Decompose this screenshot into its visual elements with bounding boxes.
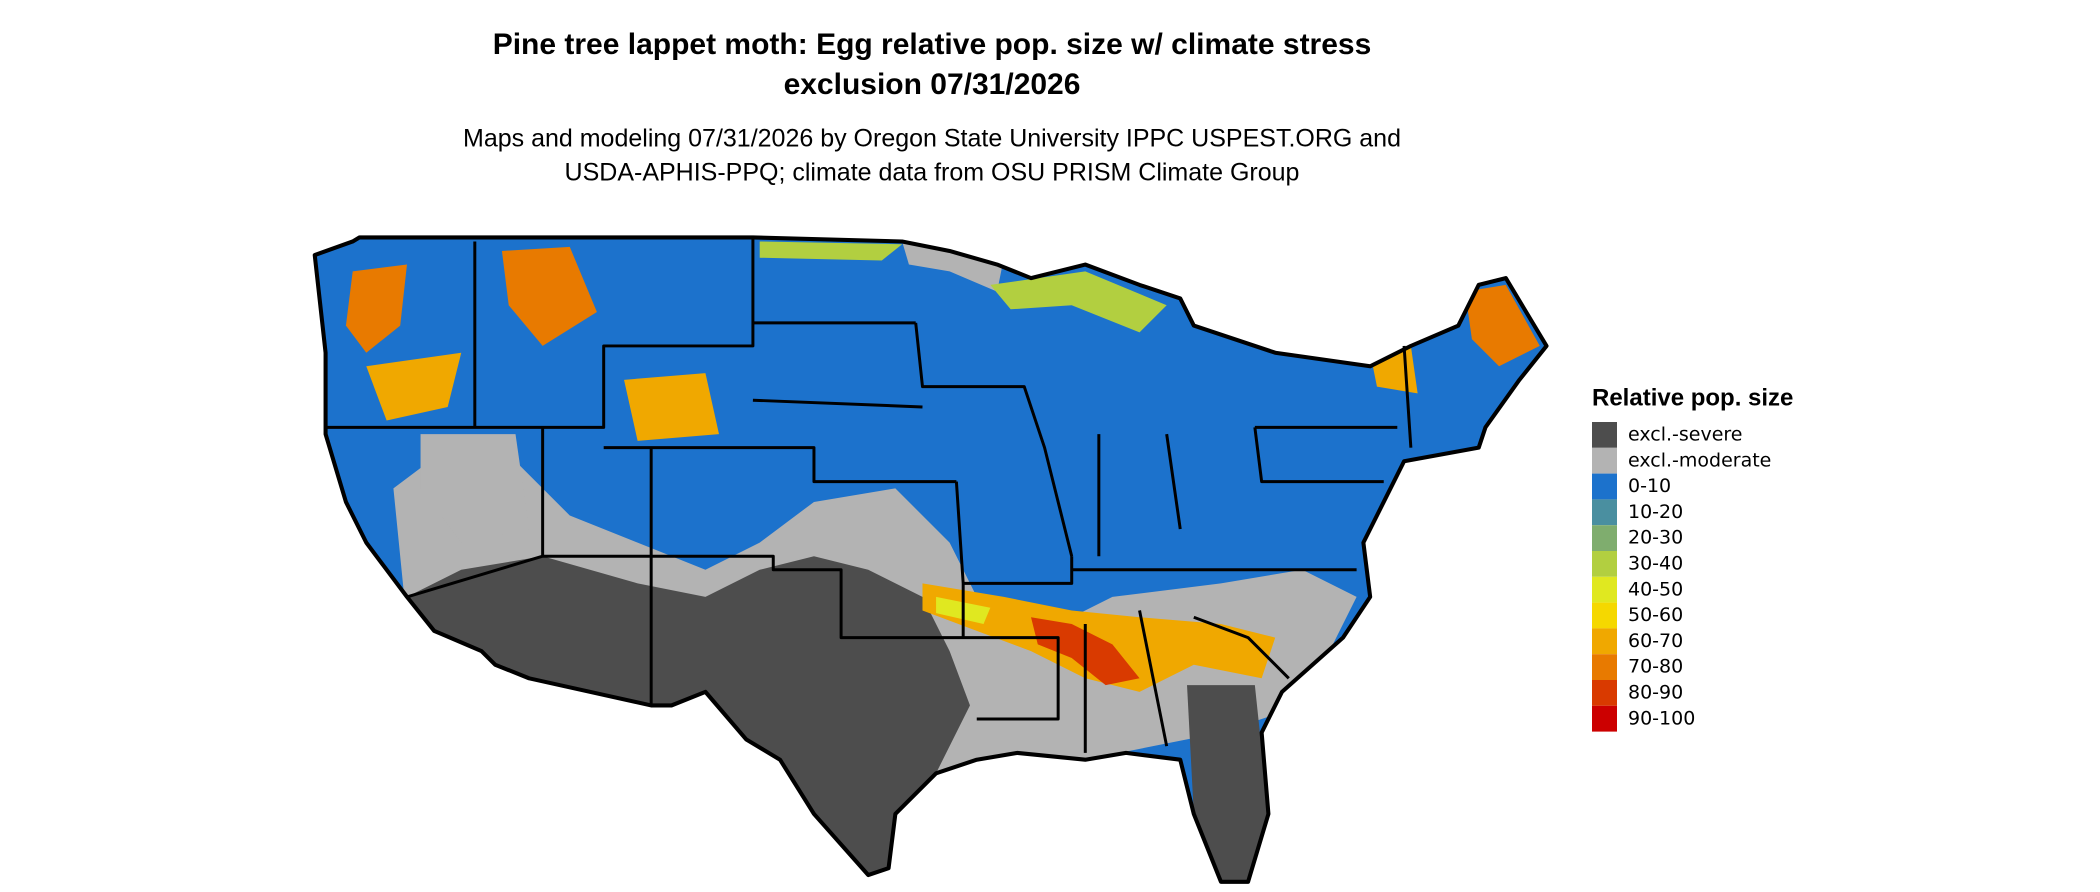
- title-line: Pine tree lappet moth: Egg relative pop.…: [493, 28, 1372, 61]
- legend-swatch: [1592, 499, 1617, 526]
- region: [501, 246, 597, 346]
- us-map: [298, 217, 1573, 892]
- legend-label: 30-40: [1628, 553, 1683, 575]
- subtitle-line: Maps and modeling 07/31/2026 by Oregon S…: [463, 125, 1401, 153]
- legend-swatch: [1592, 576, 1617, 603]
- region: [420, 434, 530, 543]
- legend-label: 0-10: [1628, 475, 1671, 497]
- legend-swatch: [1592, 654, 1617, 680]
- legend: excl.-severe excl.-moderate 0-10 10-20 20-30…: [1592, 422, 1771, 732]
- legend-label: excl.-severe: [1628, 424, 1743, 446]
- state-borders: [325, 237, 1413, 753]
- legend-swatch: [1592, 551, 1617, 577]
- region: [1187, 685, 1269, 882]
- legend-label: 50-60: [1628, 604, 1683, 626]
- map-fill: [314, 237, 1547, 882]
- legend-label: 60-70: [1628, 630, 1683, 652]
- region: [406, 556, 970, 876]
- subtitle-line: USDA-APHIS-PPQ; climate data from OSU PR…: [565, 159, 1300, 187]
- legend-swatch: [1592, 628, 1617, 655]
- legend-label: 20-30: [1628, 527, 1683, 549]
- title-line: exclusion 07/31/2026: [784, 68, 1081, 101]
- legend-swatch: [1592, 602, 1617, 629]
- legend-swatch: [1592, 680, 1617, 706]
- legend-swatch: [1592, 473, 1617, 500]
- region: [345, 264, 407, 353]
- region: [366, 352, 462, 421]
- legend-swatch: [1592, 447, 1617, 474]
- region: [1465, 284, 1540, 367]
- region: [990, 271, 1167, 333]
- legend-swatch: [1592, 422, 1617, 448]
- legend-label: 10-20: [1628, 501, 1683, 523]
- legend-label: 40-50: [1628, 578, 1683, 600]
- region: [624, 373, 719, 441]
- legend-label: 80-90: [1628, 682, 1683, 704]
- legend-swatch: [1592, 705, 1617, 732]
- legend-label: 70-80: [1628, 656, 1683, 678]
- legend-swatch: [1592, 525, 1617, 551]
- legend-title: Relative pop. size: [1592, 384, 1793, 411]
- legend-label: 90-100: [1628, 707, 1695, 729]
- region: [759, 241, 903, 261]
- legend-label: excl.-moderate: [1628, 449, 1771, 471]
